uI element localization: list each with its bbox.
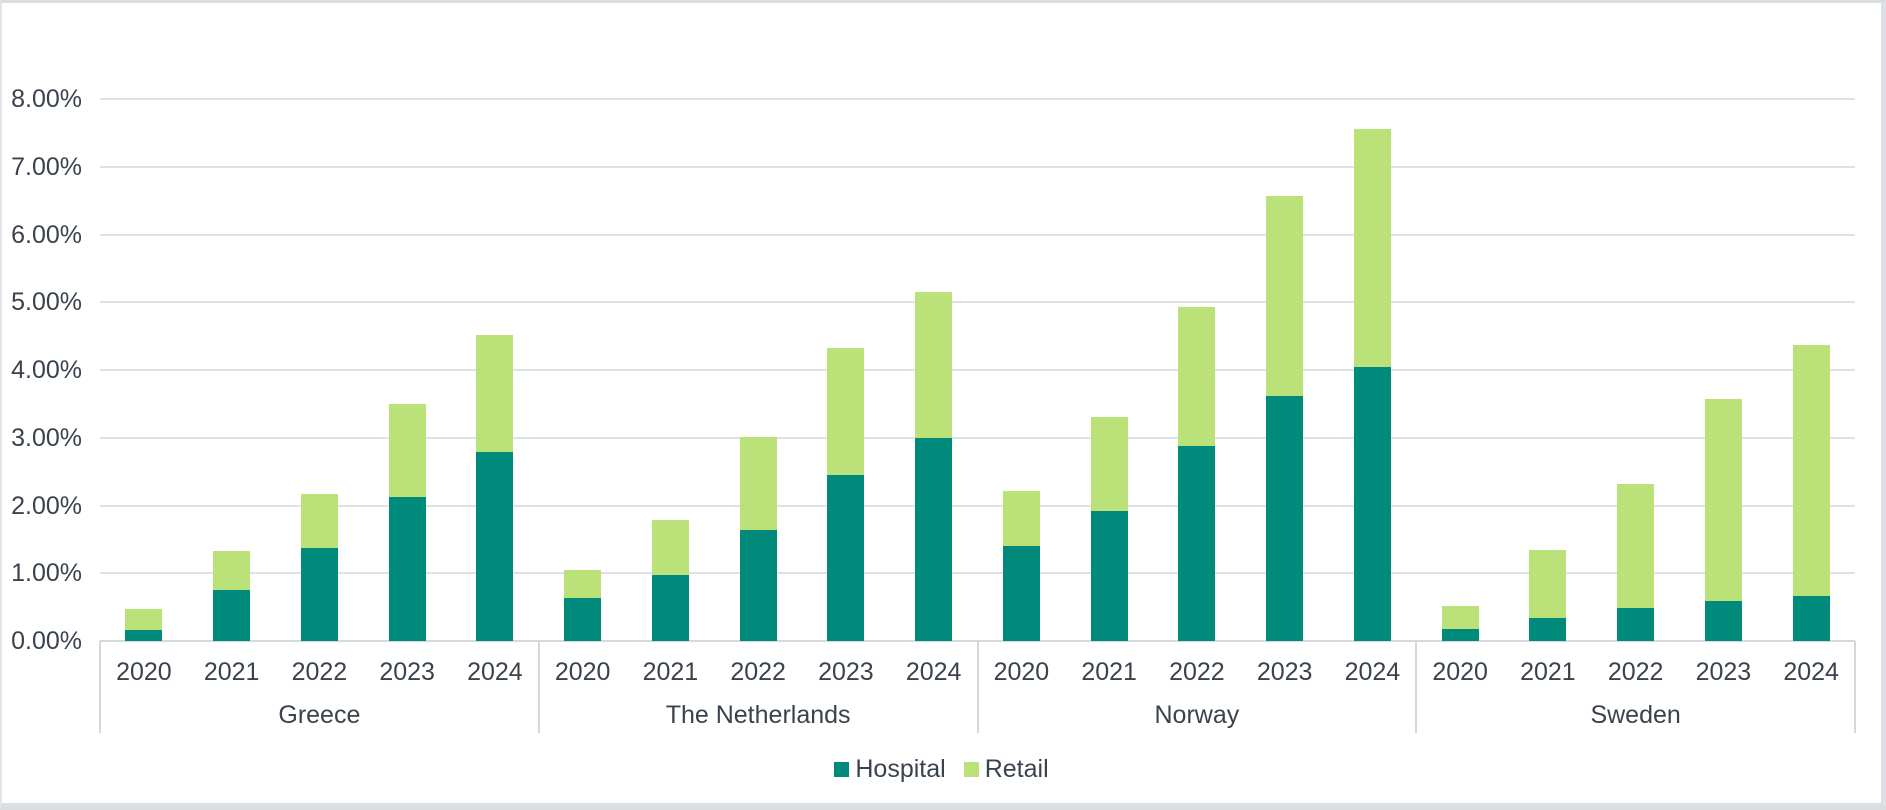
bar-segment-hospital-sweden-2022: [1617, 608, 1655, 641]
y-axis-tick-label: 0.00%: [11, 627, 82, 655]
bar-segment-retail-norway-2022: [1178, 306, 1216, 446]
bar-segment-retail-sweden-2023: [1704, 399, 1742, 602]
bar-segment-hospital-the-netherlands-2024: [915, 438, 953, 641]
x-axis-year-label: 2020: [993, 658, 1050, 686]
legend-item-hospital: Hospital: [834, 755, 946, 784]
y-axis-tick-label: 4.00%: [11, 356, 82, 384]
x-axis-year-label: 2022: [1169, 658, 1225, 686]
bar-segment-hospital-greece-2023: [388, 496, 426, 641]
bar-segment-hospital-norway-2023: [1266, 396, 1304, 641]
x-axis-group-label: Sweden: [1590, 701, 1681, 729]
bar-segment-retail-greece-2022: [300, 493, 338, 549]
bar-segment-hospital-the-netherlands-2022: [739, 529, 777, 641]
x-axis-year-label: 2024: [467, 658, 523, 686]
bar-segment-hospital-norway-2021: [1090, 510, 1128, 641]
bar-segment-retail-norway-2021: [1090, 417, 1128, 511]
x-axis-year-label: 2021: [1081, 658, 1137, 686]
gridline: [100, 301, 1855, 304]
x-axis-year-label: 2022: [291, 658, 348, 686]
x-axis-year-label: 2023: [1695, 658, 1752, 686]
bar-segment-retail-norway-2024: [1353, 129, 1391, 368]
bar-segment-hospital-greece-2021: [213, 589, 251, 641]
y-axis-tick-label: 6.00%: [11, 220, 82, 249]
legend-item-retail: Retail: [963, 755, 1049, 784]
x-axis-year-label: 2022: [730, 658, 786, 686]
bar-segment-hospital-sweden-2020: [1441, 628, 1479, 641]
x-axis-year-label: 2024: [1344, 658, 1401, 686]
x-axis-year-label: 2021: [203, 658, 260, 686]
bar-segment-hospital-sweden-2021: [1529, 617, 1567, 641]
gridline: [100, 572, 1855, 575]
x-axis-year-label: 2024: [905, 658, 962, 686]
x-axis-year-label: 2020: [554, 658, 611, 686]
bar-segment-retail-the-netherlands-2021: [651, 519, 689, 576]
bar-segment-retail-the-netherlands-2022: [739, 437, 777, 530]
bar-segment-retail-the-netherlands-2024: [915, 292, 953, 439]
gridline: [100, 504, 1855, 507]
gridline: [100, 436, 1855, 439]
group-separator-line: [1854, 641, 1856, 733]
legend-label: Hospital: [855, 755, 946, 783]
bar-segment-hospital-sweden-2024: [1792, 595, 1830, 641]
x-axis-year-label: 2021: [642, 658, 699, 686]
x-axis-year-label: 2023: [379, 658, 435, 686]
legend-swatch-hospital: [834, 762, 850, 777]
bar-segment-retail-sweden-2021: [1529, 550, 1567, 618]
bar-segment-retail-sweden-2024: [1792, 344, 1830, 596]
x-axis-group-label: Greece: [278, 701, 361, 729]
bar-segment-hospital-greece-2022: [300, 548, 338, 641]
y-axis-tick-label: 1.00%: [11, 559, 82, 588]
x-axis-year-label: 2021: [1520, 658, 1576, 686]
x-axis-year-label: 2023: [818, 658, 874, 686]
bar-segment-hospital-norway-2024: [1353, 367, 1391, 641]
bar-segment-retail-norway-2020: [1002, 490, 1040, 547]
bar-segment-retail-the-netherlands-2020: [564, 569, 602, 598]
legend-swatch-retail: [963, 762, 979, 777]
gridline: [100, 98, 1855, 100]
x-axis-year-label: 2023: [1256, 658, 1313, 686]
x-axis-group-label: Norway: [1154, 701, 1240, 729]
y-axis-tick-label: 7.00%: [11, 152, 82, 181]
x-axis-year-label: 2020: [116, 658, 172, 686]
y-axis-tick-label: 8.00%: [11, 85, 82, 113]
bar-segment-hospital-sweden-2023: [1704, 601, 1742, 641]
bar-segment-retail-greece-2024: [476, 335, 514, 452]
gridline: [100, 165, 1855, 168]
group-separator-line: [99, 641, 101, 733]
bar-segment-retail-sweden-2022: [1617, 483, 1655, 609]
y-axis-tick-label: 2.00%: [11, 491, 82, 520]
group-separator-line: [537, 641, 540, 733]
gridline: [100, 369, 1855, 371]
bar-segment-retail-greece-2023: [388, 403, 426, 497]
bar-segment-hospital-greece-2024: [476, 451, 514, 641]
x-axis-year-label: 2020: [1432, 658, 1488, 686]
y-axis-tick-label: 5.00%: [11, 288, 82, 317]
bar-segment-hospital-norway-2022: [1178, 445, 1216, 641]
bar-segment-hospital-the-netherlands-2021: [651, 575, 689, 641]
bar-segment-hospital-the-netherlands-2020: [564, 597, 602, 641]
bar-segment-hospital-norway-2020: [1002, 546, 1040, 641]
x-axis-year-label: 2024: [1783, 658, 1839, 686]
bar-segment-retail-greece-2021: [213, 550, 251, 590]
y-axis-tick-label: 3.00%: [11, 423, 82, 452]
group-separator-line: [976, 641, 979, 733]
bar-segment-hospital-greece-2020: [125, 630, 163, 641]
x-axis-year-label: 2022: [1607, 658, 1664, 686]
x-axis-group-label: The Netherlands: [665, 701, 851, 729]
bar-segment-retail-greece-2020: [125, 609, 163, 631]
bar-segment-retail-sweden-2020: [1441, 606, 1479, 629]
bar-segment-retail-the-netherlands-2023: [827, 347, 865, 475]
gridline: [100, 233, 1855, 236]
chart-legend: Hospital Retail: [2, 755, 1881, 784]
bar-segment-hospital-the-netherlands-2023: [827, 475, 865, 641]
group-separator-line: [1415, 641, 1418, 733]
legend-label: Retail: [984, 755, 1049, 783]
bar-segment-retail-norway-2023: [1266, 195, 1304, 397]
